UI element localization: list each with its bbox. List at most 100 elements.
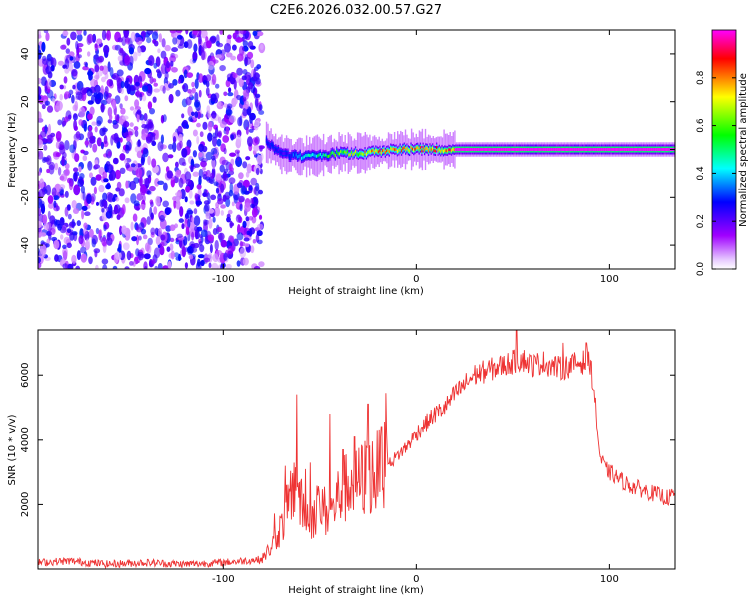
noise-blob (250, 59, 255, 69)
noise-blob (212, 216, 216, 223)
noise-blob (239, 30, 247, 35)
track-core (299, 153, 301, 157)
noise-blob (130, 221, 134, 231)
noise-blob (135, 248, 140, 257)
noise-blob (223, 91, 228, 97)
noise-blob (210, 93, 217, 102)
track-core (633, 148, 635, 151)
noise-blob (205, 210, 210, 220)
noise-blob (199, 244, 205, 253)
track-core (640, 148, 642, 151)
track-core (342, 150, 345, 154)
track-core (571, 148, 573, 151)
noise-blob (81, 205, 88, 211)
noise-blob (186, 39, 193, 49)
track-core (440, 149, 442, 153)
noise-blob (142, 85, 148, 92)
noise-blob (66, 242, 72, 249)
noise-blob (89, 106, 95, 116)
y-tick-label: 6000 (20, 362, 31, 387)
noise-blob (185, 96, 192, 106)
noise-blob (169, 243, 174, 251)
noise-blob (178, 133, 183, 143)
track-core (340, 150, 342, 153)
noise-blob (48, 161, 55, 171)
noise-blob (206, 192, 211, 200)
noise-blob (98, 229, 102, 241)
noise-blob (41, 156, 47, 163)
noise-blob (63, 236, 71, 245)
noise-blob (59, 93, 63, 101)
track-core (469, 148, 472, 151)
noise-blob (236, 67, 244, 76)
noise-blob (223, 168, 229, 174)
track-core (568, 148, 570, 151)
noise-blob (179, 140, 183, 149)
noise-blob (254, 186, 260, 196)
track-core (467, 148, 469, 151)
noise-blob (130, 31, 136, 42)
noise-blob (95, 71, 99, 81)
noise-blob (151, 158, 157, 168)
noise-blob (101, 30, 107, 41)
noise-blob (60, 234, 64, 240)
noise-blob (65, 48, 71, 54)
noise-blob (126, 250, 132, 261)
noise-blob (104, 86, 109, 95)
noise-blob (190, 164, 194, 173)
noise-blob (220, 204, 227, 209)
noise-blob (138, 235, 142, 241)
noise-blob (246, 163, 252, 174)
noise-blob (46, 78, 52, 90)
track-core (326, 155, 328, 158)
noise-blob (216, 226, 223, 233)
noise-blob (194, 111, 198, 118)
track-core (348, 153, 350, 157)
noise-blob (138, 253, 146, 258)
track-core (350, 150, 353, 154)
noise-blob (212, 253, 219, 263)
noise-blob (200, 160, 207, 168)
noise-blob (135, 223, 140, 231)
noise-blob (48, 123, 51, 135)
noise-blob (43, 144, 48, 151)
noise-blob (71, 94, 75, 104)
noise-blob (55, 205, 59, 212)
y-tick-label: 40 (20, 48, 31, 61)
track-core (317, 154, 319, 158)
noise-blob (78, 106, 86, 118)
noise-blob (38, 86, 42, 96)
track-core (580, 148, 582, 151)
track-core (468, 148, 470, 151)
noise-blob (217, 130, 222, 139)
noise-blob (41, 41, 46, 53)
noise-blob (87, 33, 94, 44)
track-core (333, 152, 335, 156)
noise-blob (75, 91, 83, 100)
signal-track (265, 121, 675, 178)
track-core (269, 144, 272, 148)
noise-blob (259, 145, 263, 152)
noise-blob (88, 68, 92, 79)
noise-blob (228, 115, 236, 123)
noise-blob (167, 260, 172, 269)
noise-blob (85, 238, 91, 247)
noise-blob (71, 200, 77, 209)
noise-blob (198, 175, 202, 186)
track-core (644, 148, 646, 151)
noise-blob (94, 64, 100, 73)
noise-blob (215, 250, 223, 256)
noise-blob (254, 97, 259, 108)
track-core (510, 148, 512, 151)
noise-blob (143, 148, 149, 158)
noise-blob (91, 121, 97, 126)
noise-blob (71, 68, 78, 77)
noise-blob (217, 232, 225, 241)
noise-blob (139, 203, 146, 210)
track-core (610, 148, 612, 151)
noise-blob (38, 139, 44, 149)
track-core (603, 148, 605, 151)
track-core (513, 148, 515, 151)
noise-blob (143, 178, 149, 186)
track-core (509, 148, 511, 151)
